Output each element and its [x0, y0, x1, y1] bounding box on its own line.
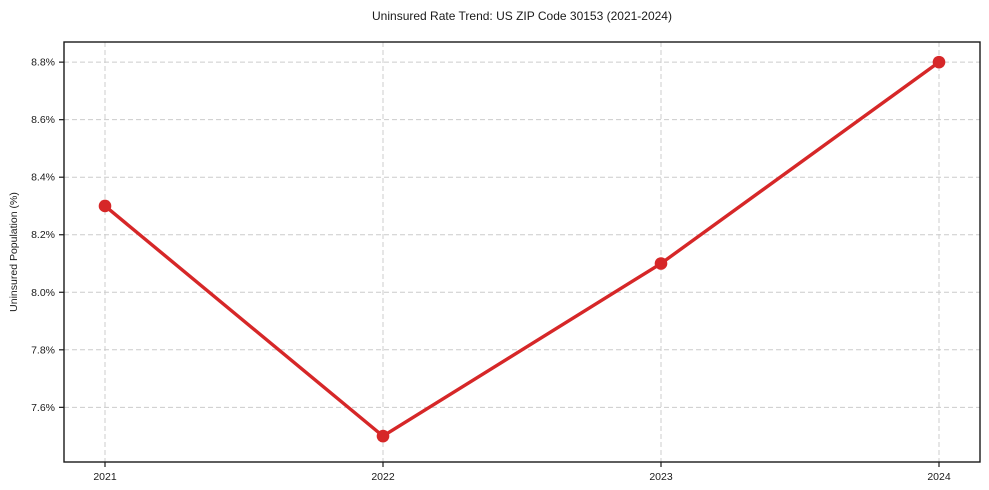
- y-axis-label: Uninsured Population (%): [8, 192, 20, 312]
- x-tick-label: 2023: [649, 471, 673, 483]
- y-tick-label: 8.2%: [31, 229, 55, 241]
- y-tick-label: 7.8%: [31, 344, 55, 356]
- data-point-2023: [654, 257, 668, 270]
- data-point-2022: [376, 429, 390, 443]
- data-point-2024: [932, 55, 946, 69]
- y-tick-label: 8.4%: [31, 172, 55, 184]
- y-tick-label: 8.6%: [31, 114, 55, 126]
- y-tick-label: 7.6%: [31, 402, 55, 414]
- y-tick-label: 8.8%: [31, 57, 55, 69]
- trend-line: [103, 60, 941, 438]
- y-tick-label: 8.0%: [31, 287, 55, 299]
- data-point-2021: [98, 199, 112, 213]
- x-tick-label: 2022: [371, 471, 395, 483]
- plot-border: [63, 41, 981, 463]
- x-tick-label: 2021: [93, 471, 117, 483]
- x-tick-label: 2024: [927, 471, 951, 483]
- chart-title: Uninsured Rate Trend: US ZIP Code 30153 …: [372, 9, 672, 23]
